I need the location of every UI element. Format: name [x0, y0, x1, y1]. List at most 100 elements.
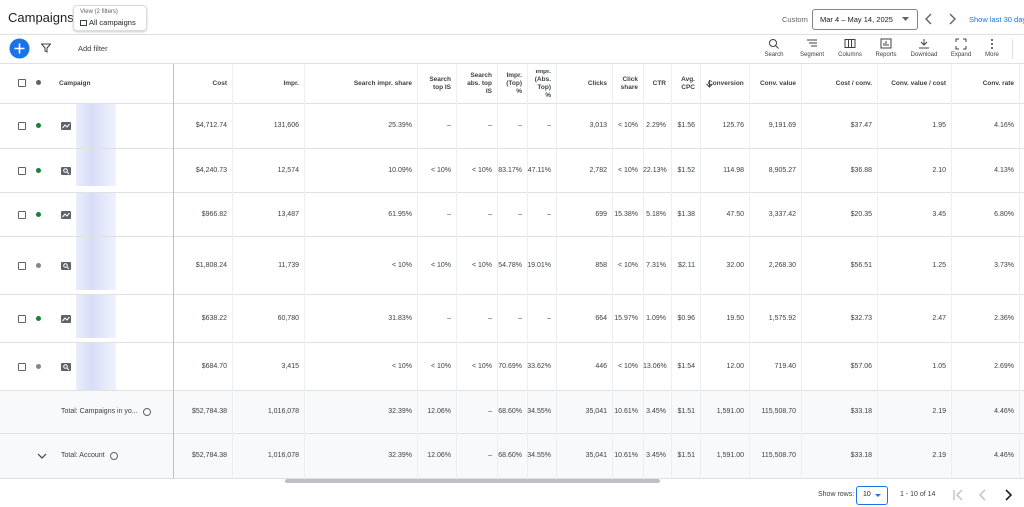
date-picker[interactable]: Mar 4 – May 14, 2025: [812, 9, 918, 30]
range-label: Custom: [782, 15, 808, 24]
column-header: Cost: [177, 70, 227, 98]
row-checkbox[interactable]: [18, 314, 26, 323]
add-filter[interactable]: Add filter: [78, 44, 108, 53]
cell: 61.95%: [388, 210, 412, 218]
date-nav[interactable]: [924, 13, 960, 25]
cell: $1.54: [677, 362, 695, 370]
row-checkbox[interactable]: [18, 166, 26, 175]
cell: –: [447, 210, 451, 218]
row-checkbox[interactable]: [18, 261, 26, 270]
cell: 7.31%: [646, 261, 666, 269]
cell: $36.88: [850, 166, 872, 174]
cell: 9,191.69: [768, 122, 796, 129]
column-header-text: Impr.: [283, 80, 299, 87]
row-checkbox[interactable]: [18, 210, 26, 219]
expand-chevron[interactable]: [37, 453, 47, 459]
cell: 15.97%: [614, 314, 638, 322]
column-divider: [801, 64, 802, 479]
total-cell: 10.61%: [614, 452, 638, 459]
cell: $37.47: [850, 122, 872, 129]
cell: 1,575.92: [768, 314, 796, 322]
display-campaign-icon: [61, 210, 71, 219]
row-checkbox[interactable]: [18, 362, 26, 371]
cell: –: [488, 314, 492, 322]
display-campaign-icon: [61, 314, 71, 323]
show-last-link[interactable]: Show last 30 days: [969, 15, 1024, 24]
total-cell: 115,508.70: [761, 408, 796, 415]
column-divider: [1019, 64, 1020, 479]
column-divider: [304, 64, 305, 479]
redacted-name: [76, 193, 116, 236]
tool-label: More: [985, 52, 999, 58]
tool-icon[interactable]: [955, 38, 967, 50]
cell: < 10%: [617, 362, 638, 370]
scrollbar[interactable]: [285, 479, 660, 483]
cell: < 10%: [617, 261, 638, 269]
total-row-bg: [0, 391, 1024, 433]
total-cell: $33.18: [850, 452, 872, 459]
status-dot: [36, 363, 41, 369]
cell: 19.50: [726, 314, 744, 322]
cell: –: [518, 210, 522, 218]
cell: < 10%: [617, 122, 638, 129]
tool-icon[interactable]: [918, 38, 930, 50]
tool-icon[interactable]: [806, 38, 818, 50]
cell: 2,782: [589, 166, 607, 174]
dropdown-arrow: [902, 17, 909, 21]
cell: 1.09%: [646, 314, 666, 322]
total-cell: 3.45%: [646, 408, 666, 415]
column-header: Clicks: [560, 70, 607, 98]
column-header-text: Conv. value / cost: [891, 80, 946, 87]
column-header-text: Conversions: [708, 80, 744, 87]
cell: 25.39%: [388, 122, 412, 129]
cell: –: [447, 314, 451, 322]
column-header: Impr. (Abs. Top) %: [531, 70, 551, 98]
cell: 32.00: [726, 261, 744, 269]
cell: –: [518, 122, 522, 129]
pager[interactable]: [952, 489, 1016, 501]
cell: –: [518, 314, 522, 322]
cell: –: [447, 122, 451, 129]
cell: 8,905.27: [768, 166, 796, 174]
column-header-text: Search impr. share: [353, 80, 412, 87]
cell: 60,780: [277, 314, 299, 322]
total-cell: –: [488, 452, 492, 459]
column-divider: [749, 64, 750, 479]
view-filter[interactable]: View (2 filters) All campaigns: [73, 5, 147, 31]
row-checkbox[interactable]: [18, 122, 26, 130]
cell: 3,013: [589, 122, 607, 129]
row-border: [0, 236, 1024, 237]
cell: –: [488, 210, 492, 218]
total-cell: 32.39%: [388, 452, 412, 459]
tool-icon[interactable]: [844, 38, 856, 50]
total-cell: $52,784.38: [191, 452, 227, 459]
cell: < 10%: [471, 166, 492, 174]
filter-icon[interactable]: [41, 43, 51, 53]
cell: 47.50: [726, 210, 744, 218]
tool-icon[interactable]: [986, 38, 998, 50]
total-cell: 1,591.00: [716, 408, 744, 415]
search-campaign-icon: [61, 362, 71, 371]
cell: $32.73: [850, 314, 872, 322]
cell: 2.10: [932, 166, 946, 174]
row-border: [0, 294, 1024, 295]
total-label: Total: Account: [61, 452, 105, 459]
column-header: Search impr. share: [308, 70, 412, 98]
tool-icon[interactable]: [880, 38, 892, 50]
total-cell: 3.45%: [646, 452, 666, 459]
help-icon: [109, 452, 118, 460]
column-header-text: Campaign: [59, 80, 91, 87]
column-divider: [173, 64, 174, 479]
total-row-bg: [0, 434, 1024, 478]
dropdown-arrow: [875, 494, 881, 497]
rows-select[interactable]: 10: [856, 486, 888, 505]
cell: 33.62%: [527, 362, 551, 370]
total-cell: 35,041: [585, 452, 607, 459]
total-cell: 2.19: [932, 408, 946, 415]
add-button[interactable]: [9, 38, 30, 59]
column-header: Conv. value: [753, 70, 796, 98]
cell: 3.73%: [994, 261, 1014, 269]
tool-icon[interactable]: [768, 38, 780, 50]
column-divider: [643, 64, 644, 479]
